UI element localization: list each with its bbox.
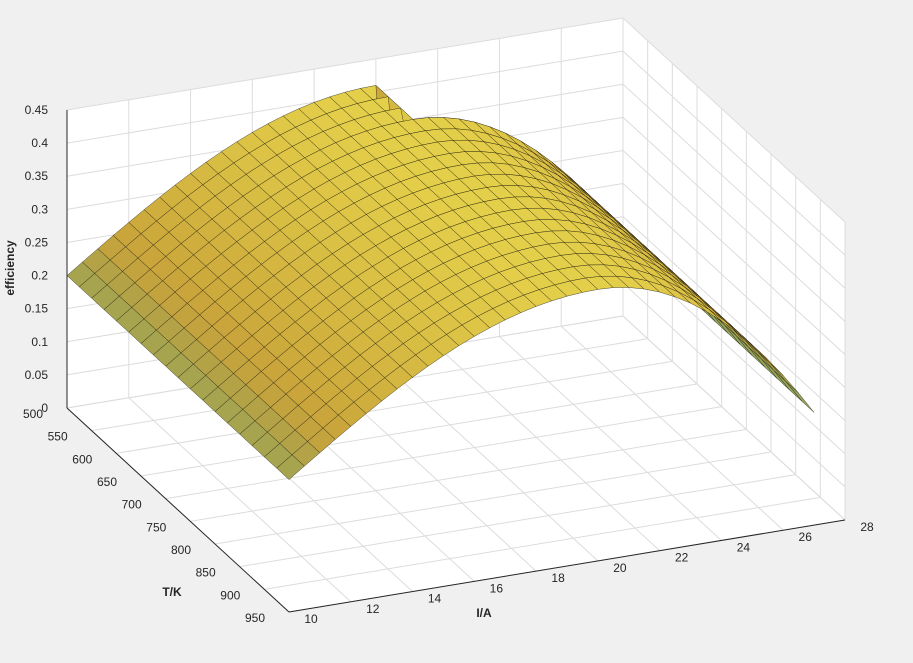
floor-gridline-x — [375, 356, 599, 562]
z-tick-label: 0.25 — [25, 235, 49, 249]
x-tick-label: 22 — [675, 551, 689, 565]
side-pane — [623, 18, 845, 520]
side-gridline-z — [622, 17, 846, 223]
y-axis-line — [66, 407, 290, 613]
y-tick-label: 700 — [122, 498, 142, 512]
z-tick-label: 0.3 — [31, 202, 48, 216]
x-tick-label: 20 — [613, 561, 627, 575]
y-tick-label: 850 — [196, 566, 216, 580]
surface-face — [786, 381, 815, 413]
side-gridline-z — [622, 50, 846, 256]
x-tick-label: 10 — [304, 612, 318, 626]
y-tick-label: 650 — [97, 475, 117, 489]
floor-gridline-x — [128, 397, 352, 603]
x-tick-label: 24 — [737, 540, 751, 554]
floor-gridline-y — [264, 496, 821, 590]
x-tick-label: 14 — [428, 592, 442, 606]
x-tick-label: 18 — [551, 571, 565, 585]
floor-gridline-y — [165, 406, 722, 500]
x-tick-label: 12 — [366, 602, 380, 616]
y-tick-label: 600 — [72, 452, 92, 466]
x-tick-label: 28 — [860, 520, 874, 534]
y-tick-label: 950 — [245, 611, 265, 625]
x-axis-label: I/A — [476, 606, 492, 620]
floor-gridline-y — [190, 428, 747, 522]
y-tick-label: 750 — [146, 520, 166, 534]
side-gridline-z — [622, 150, 846, 355]
y-axis-label: T/K — [162, 585, 182, 599]
z-tick-label: 0.45 — [25, 103, 49, 117]
z-tick-label: 0.05 — [25, 368, 49, 382]
y-tick-label: 900 — [220, 588, 240, 602]
z-tick-label: 0.4 — [31, 136, 48, 150]
x-tick-label: 26 — [799, 530, 813, 544]
floor-gridline-y — [239, 474, 796, 568]
floor-gridline-x — [437, 346, 661, 552]
x-axis-line — [288, 519, 846, 613]
z-tick-label: 0.15 — [25, 302, 49, 316]
side-gridline-z — [622, 83, 846, 289]
z-tick-label: 0.2 — [31, 269, 48, 283]
floor-gridline-x — [560, 325, 784, 531]
side-gridline-z — [622, 282, 846, 488]
z-tick-label: 0 — [41, 401, 48, 415]
surface-plot — [66, 84, 815, 480]
floor-gridline-y — [116, 360, 673, 454]
z-tick-label: 0.1 — [31, 335, 48, 349]
floor-gridline-y — [140, 383, 698, 477]
side-gridline-z — [622, 315, 846, 521]
z-axis-label: efficiency — [3, 240, 17, 296]
y-tick-label: 550 — [48, 430, 68, 444]
floor-gridline-y — [214, 451, 772, 545]
z-tick-label: 0.35 — [25, 169, 49, 183]
tick-labels: 0 0.05 0.1 0.15 0.2 0.25 0.3 0.35 0.4 0.45 500 550 6… — [23, 103, 874, 626]
side-gridline-z — [622, 183, 846, 388]
back-gridline-z — [66, 17, 624, 111]
y-tick-label: 800 — [171, 543, 191, 557]
y-tick-label: 500 — [23, 407, 43, 421]
floor-gridline-x — [499, 336, 722, 541]
x-tick-label: 16 — [490, 581, 504, 595]
side-gridline-z — [622, 116, 846, 322]
side-gridline-z — [622, 216, 846, 422]
